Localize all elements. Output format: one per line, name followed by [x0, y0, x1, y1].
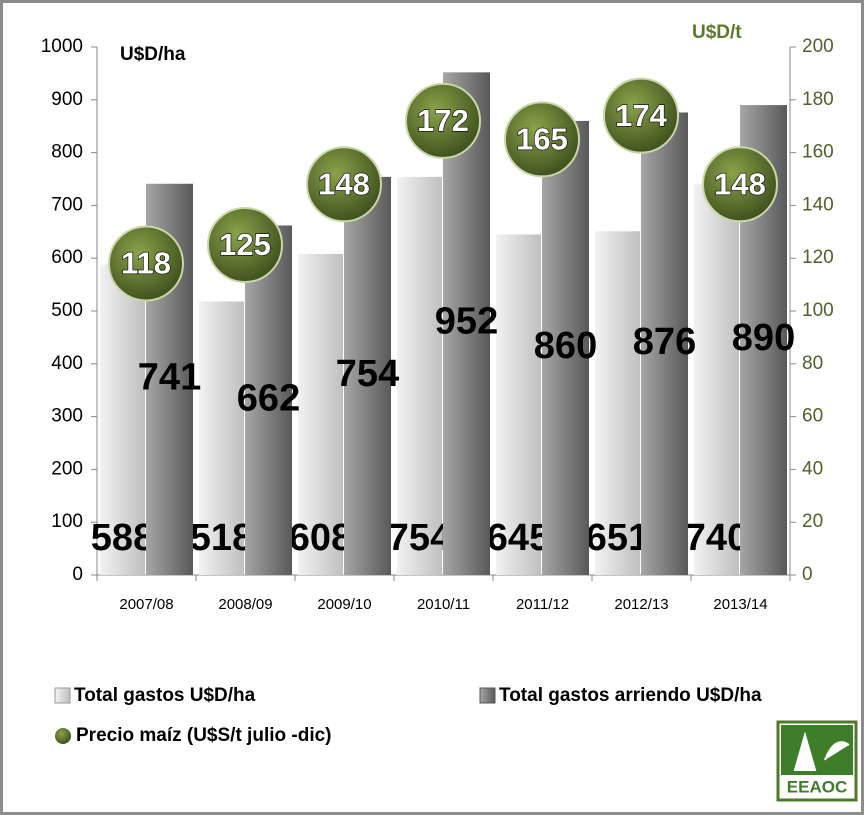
bar	[298, 253, 343, 575]
y-tick-label: 1000	[41, 36, 83, 57]
y-tick-label: 300	[51, 406, 83, 427]
x-tick-label: 2012/13	[614, 596, 668, 613]
x-tick-label: 2010/11	[417, 596, 470, 613]
bubble-label: 125	[219, 227, 271, 262]
data-label: 651	[586, 517, 649, 559]
x-tick-label: 2008/09	[218, 596, 272, 613]
bubble	[405, 82, 481, 159]
logo-art	[781, 725, 853, 775]
y-tick-label: 400	[51, 353, 83, 374]
y-tick-label: 900	[51, 89, 83, 110]
y-tick-label: 800	[51, 142, 83, 163]
bar	[694, 184, 739, 575]
bar	[641, 112, 688, 576]
y2-tick-label: 40	[802, 458, 823, 479]
y2-tick-label: 60	[802, 406, 823, 427]
data-label: 662	[237, 377, 300, 419]
logo-icon	[793, 731, 850, 771]
y-tick-label: 700	[51, 194, 83, 215]
legend-swatch	[479, 687, 496, 704]
bar	[496, 234, 541, 575]
data-label: 645	[487, 517, 550, 559]
x-tick-label: 2009/10	[317, 596, 371, 613]
y-axis-label: U$D/ha	[120, 44, 186, 65]
bar	[397, 176, 442, 575]
data-label: 740	[685, 517, 748, 559]
y2-tick-label: 200	[802, 36, 834, 57]
bubble-label: 165	[516, 122, 568, 157]
data-label: 608	[289, 517, 352, 559]
y2-tick-label: 140	[802, 194, 834, 215]
y-tick-label: 100	[51, 511, 83, 532]
data-label: 741	[138, 356, 201, 398]
data-label: 588	[91, 517, 154, 559]
bar	[344, 176, 391, 575]
x-tick-label: 2007/08	[119, 596, 173, 613]
y2-tick-label: 160	[802, 142, 834, 163]
data-label: 890	[732, 317, 795, 359]
bubble-label: 118	[121, 246, 171, 281]
data-label: 754	[336, 353, 399, 395]
x-tick-label: 2011/12	[516, 596, 569, 613]
x-tick-label: 2013/14	[713, 596, 767, 613]
y-tick-label: 600	[51, 247, 83, 268]
bubble	[702, 146, 778, 223]
bar	[595, 231, 640, 575]
data-label: 860	[534, 325, 597, 367]
data-label: 518	[190, 517, 253, 559]
bubble-label: 148	[318, 166, 370, 201]
data-label: 754	[388, 517, 451, 559]
bubble	[306, 146, 382, 223]
data-label: 876	[633, 321, 696, 363]
legend-label: Total gastos arriendo U$D/ha	[499, 685, 762, 706]
legend-label: Total gastos U$D/ha	[74, 685, 256, 706]
legend-swatch	[54, 687, 71, 704]
bubble	[603, 77, 679, 154]
bubble	[207, 207, 283, 283]
bar	[245, 225, 292, 576]
logo-text: EEAOC	[787, 777, 847, 796]
bubble	[504, 101, 580, 178]
y2-tick-label: 100	[802, 300, 834, 321]
y-tick-label: 0	[72, 564, 83, 585]
bar	[542, 120, 589, 576]
y2-tick-label: 180	[802, 89, 834, 110]
y2-tick-label: 20	[802, 511, 823, 532]
y2-tick-label: 80	[802, 353, 823, 374]
y-tick-label: 200	[51, 458, 83, 479]
bubble-label: 174	[615, 98, 667, 133]
y2-tick-label: 120	[802, 247, 834, 268]
bar	[199, 301, 244, 575]
y2-tick-label: 0	[802, 564, 813, 585]
y-tick-label: 500	[51, 300, 83, 321]
bar	[100, 264, 145, 575]
bubble-label: 148	[714, 166, 766, 201]
bubble-label: 172	[417, 103, 469, 138]
y2-axis-label: U$D/t	[692, 22, 742, 43]
legend-label: Precio maíz (U$S/t julio -dic)	[76, 725, 332, 746]
legend-swatch	[55, 728, 71, 744]
bubble	[108, 225, 184, 302]
data-label: 952	[435, 301, 498, 343]
